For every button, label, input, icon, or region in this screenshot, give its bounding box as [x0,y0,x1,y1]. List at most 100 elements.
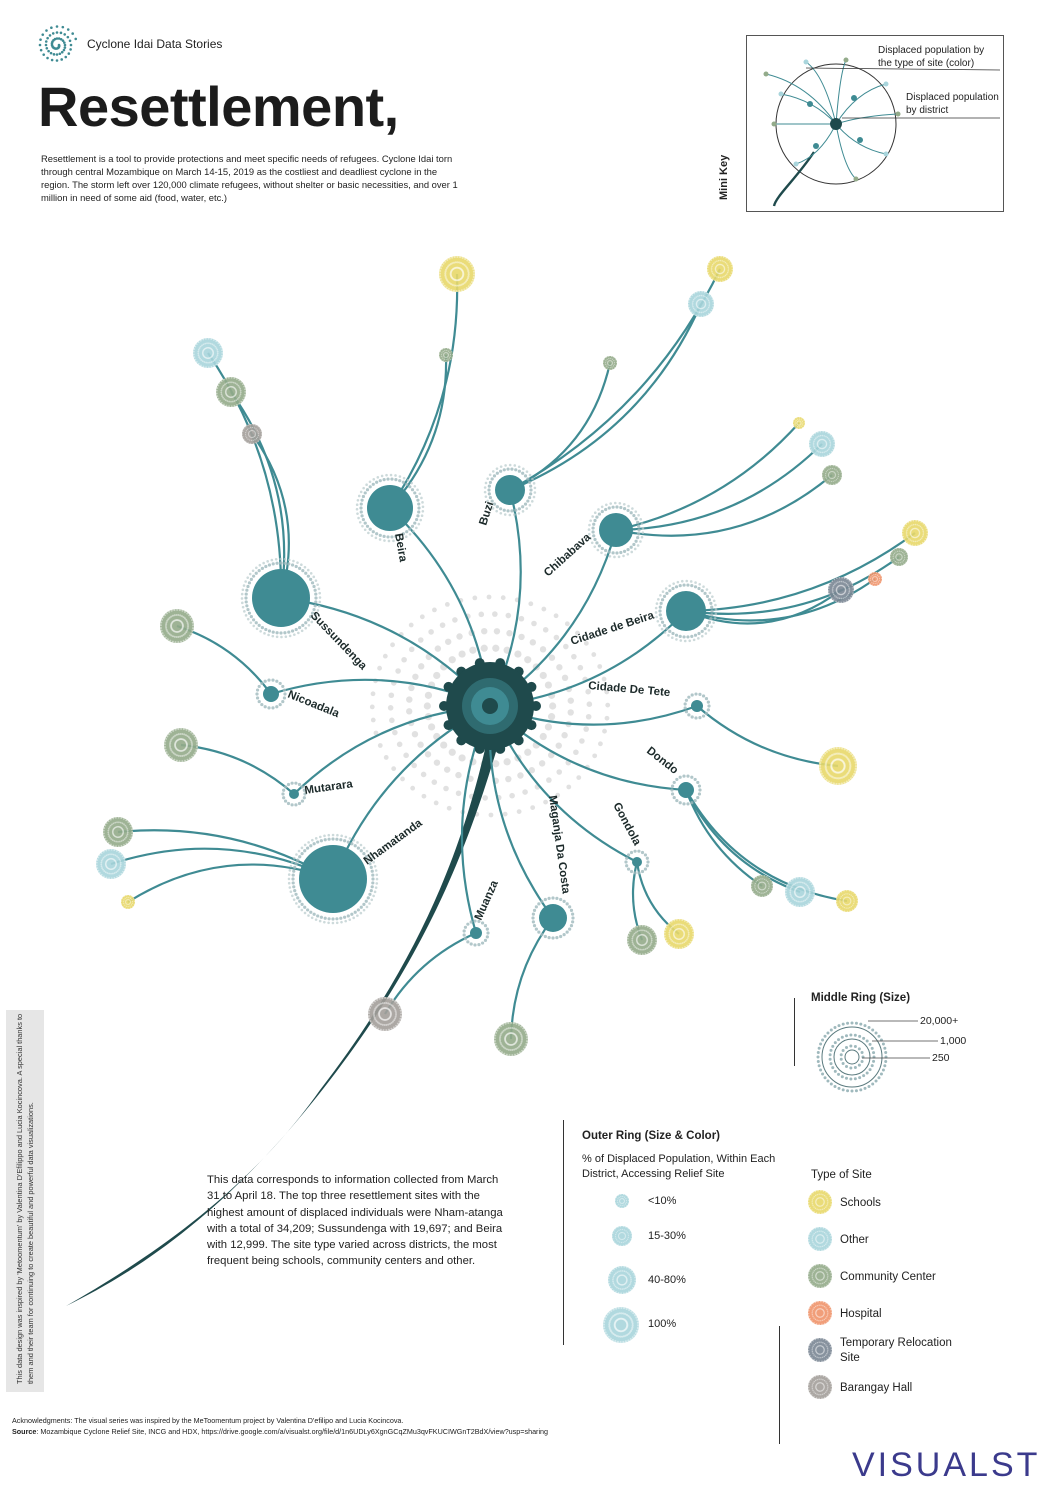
background-dot [427,723,436,731]
site-curve-mutarara [180,743,295,795]
middle-ring-dot-large [859,1022,863,1026]
background-dot [544,723,553,731]
site-type-swatch-1 [807,1226,833,1252]
background-dot [530,805,536,810]
middle-ring-dot-small [853,1045,857,1049]
outer-ring-size-1 [611,1225,633,1247]
logo-dot [67,52,71,55]
background-dot [482,795,488,801]
background-dot [411,730,419,738]
background-dot [401,656,407,663]
logo-dot [44,43,48,47]
site-curve-nicoadala [176,624,272,695]
district-node-muanza [462,919,490,947]
middle-ring-dot-small [857,1047,861,1051]
divider [563,1120,564,1345]
district-label-nhamatanda: Nhamatanda [362,817,425,868]
background-dot [455,790,462,797]
district-node-nhamatanda [287,833,379,925]
middle-ring-dot-large [883,1046,887,1050]
middle-ring-dot-medium [844,1034,848,1038]
middle-ring-dot-medium [872,1059,876,1063]
background-dot [516,809,522,815]
site-type-label-barangay-hall: Barangay Hall [840,1382,913,1394]
background-dot [592,753,598,759]
middle-ring-dot-large [854,1021,858,1025]
divider [779,1326,780,1444]
logo-dot [55,31,59,34]
background-dot [423,702,431,710]
background-dot [602,728,607,734]
background-dot [528,767,536,774]
background-dot [548,751,555,759]
background-dot [492,611,498,617]
background-dot [604,715,610,721]
background-dot [597,664,603,669]
outer-ring-label-40-80: 40-80% [648,1274,686,1286]
background-dot [505,775,512,783]
background-dot [542,627,549,633]
middle-ring-dot-large [846,1021,850,1025]
site-curve-beira [389,354,448,509]
site-type-label-temporary-relocation: Temporary Relocation Site [840,1337,952,1364]
mini-key-site [793,161,799,167]
logo-dot [59,37,63,41]
middle-ring-medium [833,1038,871,1076]
middle-ring-dot-large [863,1024,867,1028]
background-dot [518,633,525,641]
middle-ring-dot-medium [858,1076,862,1080]
background-dot [419,614,425,620]
outer-ring-size-0 [614,1193,630,1209]
mini-key-arm [805,61,837,125]
background-dot [420,771,427,778]
site-circle-maganja-da-costa [493,1021,529,1057]
site-circle-buzi [706,255,734,283]
background-dot [591,652,597,657]
background-dot [396,741,403,748]
background-dot [443,766,451,773]
district-node-buzi [483,463,537,517]
background-dot [417,741,424,748]
site-type-label-schools: Schools [840,1197,881,1209]
middle-ring-dot-large [821,1072,825,1076]
logo-dot [66,28,70,31]
background-dot [418,663,425,670]
site-curve-chibabava [615,443,823,532]
background-dot [564,621,570,627]
background-dot [566,784,572,790]
background-dot [428,629,434,635]
site-curve-dondo [685,789,801,894]
background-dot [456,633,463,640]
logo-dot [50,58,54,62]
logo-dot [66,35,70,39]
site-type-label-community-center: Community Center [840,1271,936,1283]
middle-ring-dot-large [833,1026,837,1030]
mini-key-arm [835,123,857,180]
logo-dot [74,37,78,41]
logo-dot [63,41,66,44]
mini-key-hub [830,118,842,130]
mini-key-site-type-note: Displaced population by the type of site… [878,45,985,69]
middle-ring-dot-medium [870,1064,874,1068]
middle-ring-dot-medium [837,1038,841,1042]
background-dot [382,653,388,659]
district-label-dondo: Dondo [644,745,680,777]
site-circle-sussundenga [215,376,247,408]
logo-dot [63,43,67,47]
district-node-sussundenga [240,557,322,639]
background-dot [434,645,442,652]
background-dot [604,689,610,695]
background-dot [567,697,574,704]
district-node-cidade-de-beira [654,579,718,643]
middle-ring-dot-large [871,1028,875,1032]
site-circle-chibabava [808,430,836,458]
background-dot [579,738,585,744]
background-dot [548,654,556,661]
middle-ring-dot-large [837,1086,841,1090]
background-dot [440,741,448,749]
logo-dot [71,32,74,35]
site-circle-chibabava [821,464,843,486]
district-node-chibabava [587,501,645,559]
background-dot [424,751,432,758]
middle-ring-dot-medium [858,1034,862,1038]
